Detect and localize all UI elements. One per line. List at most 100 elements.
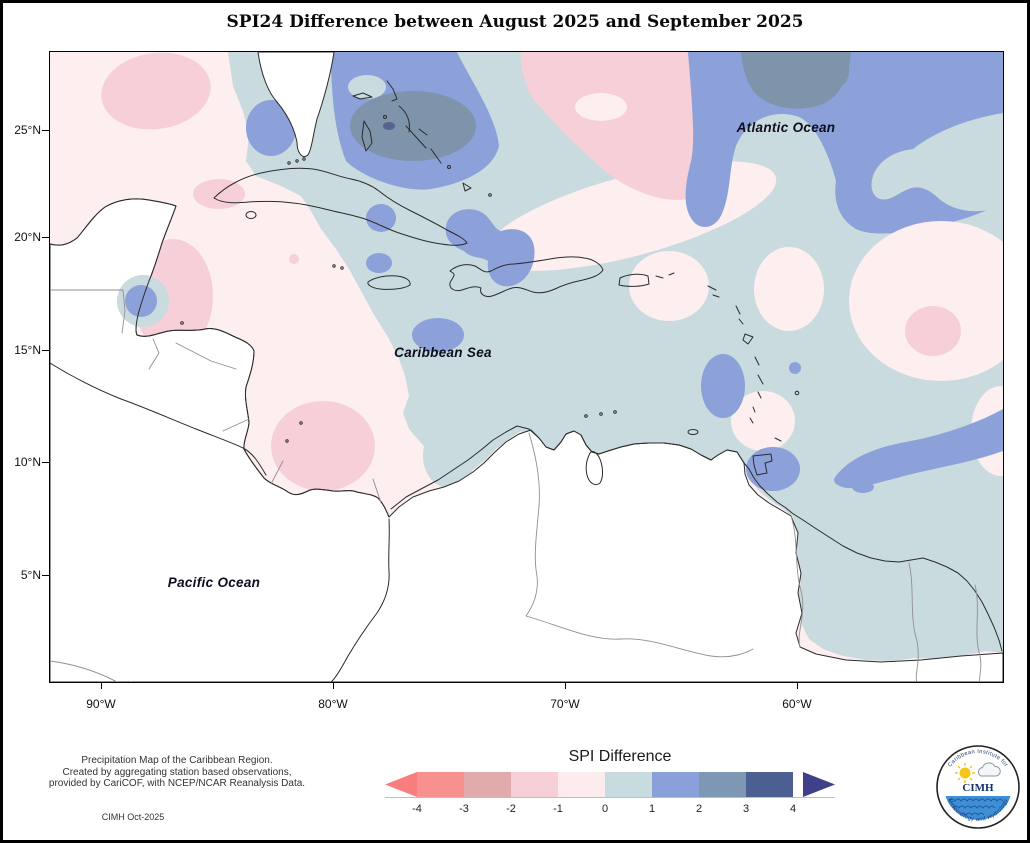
lon-tick-80w xyxy=(333,682,334,689)
credits-block: Precipitation Map of the Caribbean Regio… xyxy=(27,755,327,790)
coast-central-america xyxy=(50,198,390,518)
credits-stamp: CIMH Oct-2025 xyxy=(101,812,165,822)
coast-venezuela-guyanas xyxy=(528,428,1003,652)
field-blue-trinidad xyxy=(746,447,800,491)
lon-tick-60w xyxy=(797,682,798,689)
legend-tick-1: 1 xyxy=(649,803,655,815)
field-blue-cuba-e xyxy=(366,204,396,232)
logo-waves xyxy=(948,798,1004,816)
field-pink-top-centre xyxy=(520,52,721,200)
legend-seg-5 xyxy=(652,772,699,797)
coast-bahamas xyxy=(352,80,492,197)
legend-seg-7 xyxy=(746,772,793,797)
legend-tick-m4: -4 xyxy=(412,803,422,815)
credits-line-3: provided by CariCOF, with NCEP/NCAR Rean… xyxy=(48,778,306,789)
lat-tick-25n xyxy=(42,130,49,131)
legend-seg-4 xyxy=(605,772,652,797)
field-pale-core xyxy=(575,93,627,121)
field-navy-spot xyxy=(383,122,395,130)
coast-pacific-colombia xyxy=(330,518,390,682)
field-blue-hispaniola xyxy=(445,209,535,287)
florida-keys xyxy=(287,161,291,165)
sun-rays-icon xyxy=(955,763,975,783)
field-gray-atlantic xyxy=(741,52,851,109)
coast-cuba xyxy=(213,167,468,246)
field-pink-dot xyxy=(289,254,299,264)
country-borders xyxy=(50,289,982,682)
field-teal-wedge xyxy=(871,113,1003,212)
lat-tick-15n xyxy=(42,350,49,351)
field-blue-west-florida xyxy=(246,100,296,156)
lat-label-25n: 25°N xyxy=(14,123,41,137)
field-pale-lobe-w xyxy=(629,251,709,321)
legend-seg-1 xyxy=(464,772,511,797)
field-gray-corner xyxy=(825,55,849,87)
legend-tick-m2: -2 xyxy=(506,803,516,815)
legend-arrow-left xyxy=(385,772,417,797)
lon-tick-70w xyxy=(565,682,566,689)
legend-title: SPI Difference xyxy=(568,748,672,765)
field-pink-nw xyxy=(101,52,211,130)
coast-hispaniola xyxy=(449,256,604,297)
lon-label-70w: 70°W xyxy=(550,697,580,711)
florida-keys xyxy=(302,157,306,161)
coast-lake-maracaibo xyxy=(585,451,603,486)
legend-tick-0: 0 xyxy=(602,803,608,815)
coast-small-islands xyxy=(180,264,699,443)
lat-label-20n: 20°N xyxy=(14,230,41,244)
label-caribbean-sea: Caribbean Sea xyxy=(394,345,492,360)
field-blue-antilles-dot xyxy=(789,362,801,374)
coast-puerto-rico xyxy=(618,273,650,287)
map-canvas[interactable]: Atlantic Ocean Caribbean Sea Pacific Oce… xyxy=(49,51,1004,683)
legend-tick-3: 3 xyxy=(743,803,749,815)
legend-tick-2: 2 xyxy=(696,803,702,815)
field-gray-bahamas xyxy=(350,91,476,161)
coast-colombia-caribbean xyxy=(390,425,530,510)
field-blue-antilles xyxy=(701,354,745,418)
legend-seg-0 xyxy=(417,772,464,797)
cloud-icon xyxy=(978,762,1001,777)
florida-keys xyxy=(295,159,299,163)
field-blue-north-jamaica xyxy=(366,253,392,273)
lat-tick-10n xyxy=(42,462,49,463)
lat-label-5n: 5°N xyxy=(20,568,41,582)
sun-icon xyxy=(959,767,971,779)
lon-label-90w: 90°W xyxy=(86,697,116,711)
coast-trinidad xyxy=(752,453,773,476)
field-pale-lobe-s xyxy=(731,391,795,451)
legend-arrow-right xyxy=(803,772,835,797)
lat-tick-20n xyxy=(42,237,49,238)
legend-tick-4: 4 xyxy=(790,803,796,815)
coast-lesser-antilles xyxy=(655,272,800,442)
spi-difference-map: Atlantic Ocean Caribbean Sea Pacific Oce… xyxy=(50,52,1003,682)
coast-florida xyxy=(257,52,335,157)
logo-water xyxy=(945,796,1011,821)
field-blue-band-se xyxy=(834,409,1003,489)
field-pale-lobe-e xyxy=(754,247,824,331)
legend-seg-6 xyxy=(699,772,746,797)
field-pink-off-colombia xyxy=(271,401,375,491)
field-blue-caribbean xyxy=(412,318,464,352)
legend-seg-2 xyxy=(511,772,558,797)
credits-line-1: Precipitation Map of the Caribbean Regio… xyxy=(81,755,273,766)
lon-label-60w: 60°W xyxy=(782,697,812,711)
coast-pacific-central-america xyxy=(50,362,267,476)
field-pale-right xyxy=(849,221,1003,381)
lat-label-15n: 15°N xyxy=(14,343,41,357)
field-blue-belize xyxy=(125,285,157,317)
lat-tick-5n xyxy=(42,575,49,576)
lon-tick-90w xyxy=(101,682,102,689)
cimh-logo: CIMH Caribbean Institute for Meteorology… xyxy=(936,745,1020,829)
coast-isla-juventud xyxy=(245,211,257,219)
legend-tick-m3: -3 xyxy=(459,803,469,815)
label-atlantic-ocean: Atlantic Ocean xyxy=(736,120,836,135)
legend-colorbar: -4 -3 -2 -1 0 1 2 3 4 xyxy=(385,772,835,815)
logo-org-name: CIMH xyxy=(962,782,994,794)
field-teal-halo-grand-bahama xyxy=(348,75,386,99)
field-blue-dot-se xyxy=(852,481,874,493)
lat-label-10n: 10°N xyxy=(14,455,41,469)
page-title: SPI24 Difference between August 2025 and… xyxy=(226,12,804,32)
field-teal-ne-colombia xyxy=(423,424,475,488)
field-teal-region xyxy=(228,52,1003,661)
credits-line-2: Created by aggregating station based obs… xyxy=(62,766,292,778)
